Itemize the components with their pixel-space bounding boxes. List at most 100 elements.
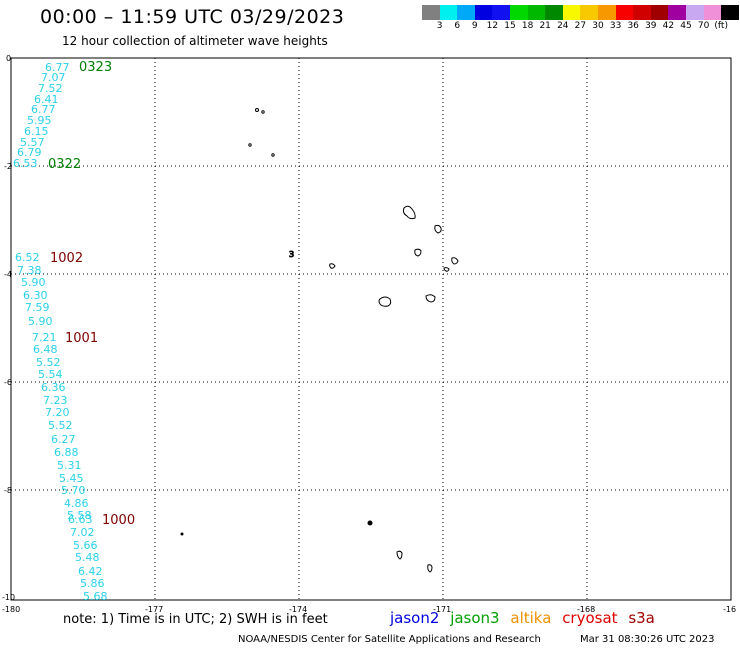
x-tick-label: -171 <box>433 605 451 614</box>
legend-label: 15 <box>504 21 516 31</box>
map-frame <box>10 57 732 601</box>
legend-label: 33 <box>609 21 622 31</box>
wave-height-value: 6.36 <box>41 381 66 394</box>
wave-height-value: 5.95 <box>27 114 52 127</box>
legend-label: 12 <box>486 21 499 31</box>
pass-labels: 0323 0322 1002 1001 1000 <box>48 60 135 528</box>
wave-height-value: 5.45 <box>59 472 84 485</box>
legend-swatch <box>685 5 704 20</box>
legend-swatch <box>668 5 686 20</box>
island-shape <box>255 108 259 112</box>
wave-height-value: 5.31 <box>57 459 82 472</box>
island-shape <box>378 296 392 307</box>
island-shape <box>248 143 252 147</box>
y-tick-labels: 0 -2 -4 -6 -8 -10 <box>2 54 15 602</box>
page-subtitle: 12 hour collection of altimeter wave hei… <box>62 34 328 48</box>
wave-height-value: 5.70 <box>61 484 86 497</box>
wave-height-value: 5.90 <box>28 315 53 328</box>
legend-swatch <box>439 5 458 20</box>
island-shape <box>451 257 459 265</box>
wave-height-value: 7.02 <box>70 526 95 539</box>
legend-label: 6 <box>454 21 461 31</box>
footer-credit: NOAA/NESDIS Center for Satellite Applica… <box>238 634 541 645</box>
pass-label: 0322 <box>48 157 81 172</box>
legend-swatches <box>422 5 739 20</box>
x-tick-label: -174 <box>289 605 307 614</box>
wave-height-value: 7.52 <box>38 82 63 95</box>
pass-label: 0323 <box>79 60 112 75</box>
wave-height-value: 6.63 <box>68 513 93 526</box>
legend-swatch <box>703 5 722 20</box>
legend-label: 9 <box>471 21 478 31</box>
y-tick-label: -8 <box>4 486 12 495</box>
legend-label: 36 <box>627 21 639 31</box>
footer-timestamp: Mar 31 08:30:26 UTC 2023 <box>580 634 715 645</box>
wave-height-value: 6.42 <box>78 565 103 578</box>
pass-label: 1000 <box>102 513 135 528</box>
satellite-name: jason3 <box>450 609 500 627</box>
legend-labels: 3 6 9 12 15 18 21 24 27 30 33 36 39 42 45 70 (ft) <box>422 20 732 32</box>
legend-label: 3 <box>436 21 443 31</box>
legend-swatch <box>509 5 528 20</box>
note-text: note: 1) Time is in UTC; 2) SWH is in fe… <box>63 612 328 627</box>
legend-swatch <box>580 5 598 20</box>
legend-label: 30 <box>592 21 604 31</box>
legend-swatch <box>527 5 546 20</box>
satellite-name: s3a <box>628 609 655 627</box>
wave-height-value: 6.79 <box>17 146 42 159</box>
wave-height-value: 6.48 <box>33 343 58 356</box>
wave-height-value: 7.21 <box>32 331 57 344</box>
wave-height-value: 5.52 <box>48 419 73 432</box>
island-label: 3 <box>289 250 294 259</box>
x-tick-label: -180 <box>2 605 20 614</box>
wave-height-value: 6.88 <box>54 446 79 459</box>
wave-height-value: 7.07 <box>41 71 66 84</box>
wave-height-labels: 6.77 7.07 7.52 6.41 6.77 5.95 6.15 5.57 … <box>13 61 108 603</box>
wave-height-value: 5.68 <box>83 590 108 603</box>
wave-height-value: 5.54 <box>38 368 63 381</box>
legend-label: 39 <box>645 21 657 31</box>
legend-label: 70 <box>697 21 710 31</box>
wave-height-value: 6.77 <box>31 103 56 116</box>
y-tick-label: 0 <box>6 54 11 63</box>
wave-height-value: 6.77 <box>45 61 70 74</box>
legend-swatch <box>474 5 493 20</box>
wave-height-value: 6.15 <box>24 125 49 138</box>
island-shape <box>427 564 433 573</box>
legend-label: 18 <box>521 21 534 31</box>
wave-height-value: 7.23 <box>43 394 68 407</box>
wave-height-value: 5.57 <box>20 136 45 149</box>
wave-height-value: 5.48 <box>75 551 100 564</box>
legend-label: (ft) <box>714 21 728 31</box>
legend-label: 24 <box>557 21 569 31</box>
wave-height-value: 5.90 <box>21 276 46 289</box>
wave-height-value: 5.58 <box>67 509 92 522</box>
island-shape <box>180 532 184 536</box>
y-tick-label: -6 <box>4 378 12 387</box>
color-legend: 3 6 9 12 15 18 21 24 27 30 33 36 39 42 45 70 (ft) <box>422 5 739 32</box>
legend-swatch <box>597 5 616 20</box>
wave-height-value: 6.41 <box>34 93 59 106</box>
wave-height-value: 6.52 <box>15 251 40 264</box>
wave-height-value: 5.52 <box>36 356 61 369</box>
legend-swatch <box>615 5 634 20</box>
page-title: 00:00 – 11:59 UTC 03/29/2023 <box>40 6 345 28</box>
legend-label: 42 <box>662 21 675 31</box>
wave-height-value: 6.27 <box>51 433 76 446</box>
legend-swatch <box>492 5 510 20</box>
legend-label: 27 <box>574 21 587 31</box>
wave-height-value: 7.38 <box>17 264 42 277</box>
wave-height-value: 4.86 <box>64 497 89 510</box>
x-tick-label: -168 <box>577 605 595 614</box>
island-shape <box>367 520 373 526</box>
legend-swatch <box>457 5 475 20</box>
legend-swatch <box>545 5 563 20</box>
island-shape <box>443 267 450 272</box>
y-tick-label: -2 <box>4 162 12 171</box>
legend-swatch <box>562 5 581 20</box>
wave-height-value: 6.53 <box>13 157 38 170</box>
x-tick-label: -16 <box>723 605 736 614</box>
island-shape <box>402 205 416 220</box>
islands: 3 <box>180 108 459 573</box>
wave-height-value: 7.59 <box>25 301 50 314</box>
